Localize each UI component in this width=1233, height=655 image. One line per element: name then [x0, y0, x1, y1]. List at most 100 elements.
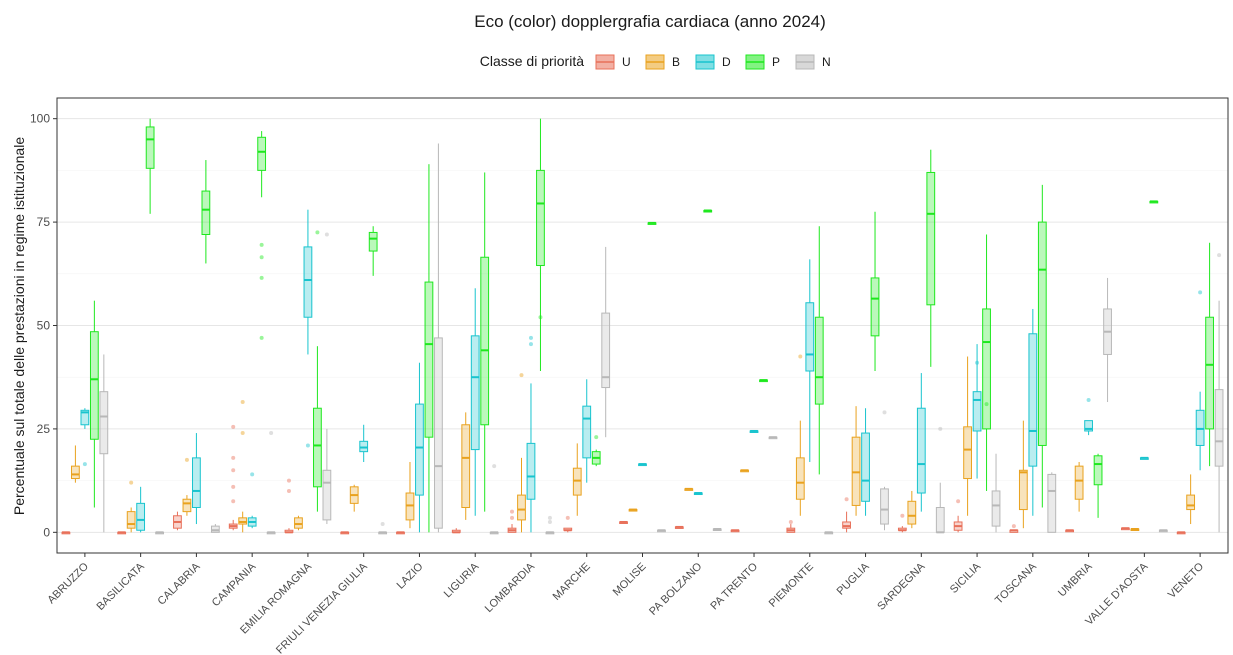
box-body — [991, 490, 1001, 527]
box-n — [657, 529, 666, 533]
outlier-point — [240, 431, 245, 436]
box-body — [89, 331, 99, 440]
box-d — [582, 379, 592, 483]
x-tick-label: CAMPANIA — [210, 560, 259, 609]
box-b — [126, 507, 136, 533]
box-p — [591, 449, 601, 467]
box-body — [972, 391, 982, 432]
box-body — [99, 391, 109, 455]
y-tick-label: 75 — [37, 215, 51, 229]
box-b — [851, 406, 861, 516]
outlier-point — [259, 335, 264, 340]
box-n — [1158, 529, 1168, 533]
box-p — [1149, 200, 1159, 204]
outlier-point — [259, 275, 264, 280]
outlier-point — [324, 232, 329, 237]
box-p — [870, 211, 880, 371]
box-u — [61, 531, 71, 535]
box-body — [313, 407, 322, 488]
box-d — [638, 463, 647, 467]
outlier-point — [594, 435, 599, 440]
legend-item-d: D — [695, 54, 731, 70]
box-n — [378, 531, 388, 535]
outlier-point — [129, 480, 134, 485]
box-p — [759, 379, 768, 383]
box-d — [749, 429, 759, 433]
box-b — [572, 443, 582, 516]
legend-item-p: P — [745, 54, 780, 70]
outlier-point — [510, 509, 515, 514]
box-body — [1047, 473, 1057, 533]
x-tick-label: PA BOLZANO — [647, 560, 705, 618]
box-d — [526, 383, 536, 533]
box-body — [907, 500, 917, 525]
legend-label: B — [672, 55, 680, 69]
box-u — [1176, 531, 1186, 535]
box-u — [563, 527, 573, 533]
box-body — [126, 511, 136, 529]
box-p — [424, 164, 434, 533]
box-n — [768, 436, 778, 440]
x-tick-label: TOSCANA — [993, 560, 1039, 606]
box-u — [451, 528, 461, 534]
x-tick-label: LOMBARDIA — [483, 560, 538, 615]
box-body — [1093, 455, 1103, 486]
box-n — [824, 531, 834, 535]
x-tick-label: FRIULI VENEZIA GIULIA — [274, 560, 370, 655]
box-body — [1018, 469, 1028, 511]
box-b — [1130, 528, 1140, 532]
box-u — [228, 519, 238, 531]
outlier-point — [956, 499, 961, 504]
outlier-point — [984, 402, 989, 407]
y-tick-label: 50 — [37, 319, 51, 333]
box-b — [238, 511, 248, 533]
box-n — [434, 143, 443, 533]
box-d — [136, 486, 146, 533]
outlier-point — [269, 431, 274, 436]
outlier-point — [938, 426, 943, 431]
box-b — [963, 356, 972, 516]
box-u — [117, 531, 127, 535]
x-tick-label: UMBRIA — [1056, 560, 1095, 599]
box-u — [730, 529, 740, 533]
legend-item-b: B — [645, 54, 680, 70]
outlier-point — [305, 443, 310, 448]
box-p — [368, 226, 378, 276]
box-u — [674, 525, 684, 529]
box-p — [926, 149, 936, 367]
legend: Classe di priorità U B D P N — [480, 53, 831, 70]
box-n — [601, 246, 611, 438]
box-body — [582, 405, 592, 459]
x-tick-label: SARDEGNA — [875, 560, 928, 613]
box-d — [693, 492, 703, 496]
box-b — [294, 515, 303, 531]
x-tick-label: MARCHE — [551, 561, 593, 603]
box-b — [71, 445, 80, 483]
box-n — [880, 486, 889, 531]
box-b — [517, 457, 526, 533]
y-tick-label: 100 — [30, 112, 50, 126]
outlier-point — [528, 342, 533, 347]
box-d — [303, 209, 313, 355]
legend-label: N — [822, 55, 831, 69]
outlier-point — [547, 515, 552, 520]
box-p — [703, 209, 713, 213]
outlier-point — [798, 354, 803, 359]
outlier-point — [1217, 253, 1222, 258]
x-tick-label: LAZIO — [395, 560, 426, 591]
outlier-point — [286, 488, 291, 493]
outlier-point — [788, 519, 793, 524]
box-body — [1214, 389, 1224, 467]
box-p — [1037, 184, 1047, 508]
box-body — [136, 502, 146, 531]
outlier-point — [900, 513, 905, 518]
y-tick-label: 0 — [43, 525, 50, 539]
x-tick-label: BASILICATA — [94, 560, 147, 613]
box-body — [368, 231, 378, 252]
box-b — [461, 412, 471, 520]
box-b — [907, 490, 917, 529]
box-body — [434, 337, 443, 529]
box-n — [1214, 300, 1224, 533]
box-body — [257, 136, 267, 171]
legend-label: D — [722, 55, 731, 69]
